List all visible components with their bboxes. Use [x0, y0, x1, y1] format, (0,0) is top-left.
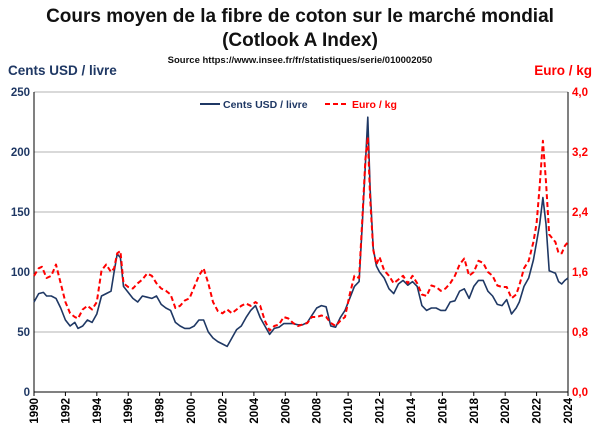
x-tick-label: 2022 — [532, 398, 544, 424]
x-tick-label: 2020 — [500, 398, 512, 424]
x-tick-label: 2000 — [186, 398, 198, 424]
x-tick-label: 1996 — [123, 398, 135, 424]
series-line-usd — [33, 116, 569, 348]
x-tick-label: 2018 — [469, 397, 481, 423]
y-tick-label-right: 3,2 — [572, 147, 588, 159]
y-tick-label-left: 0 — [24, 387, 30, 399]
legend-label-eur: Euro / kg — [352, 99, 397, 111]
x-tick-label: 1998 — [155, 397, 167, 423]
x-tick-label: 1992 — [60, 398, 72, 424]
y-tick-label-left: 100 — [11, 267, 30, 279]
y-axis-label-right: Euro / kg — [534, 63, 592, 78]
y-tick-label-left: 200 — [11, 147, 30, 159]
series-line-eur — [33, 136, 569, 332]
x-tick-label: 2024 — [563, 397, 575, 423]
chart-title-line1: Cours moyen de la fibre de coton sur le … — [46, 6, 554, 27]
y-tick-label-right: 0,0 — [572, 387, 588, 399]
chart-title-line2: (Cotlook A Index) — [222, 30, 378, 51]
y-tick-label-right: 2,4 — [572, 207, 589, 219]
y-tick-label-right: 4,0 — [572, 87, 588, 99]
x-tick-label: 2010 — [343, 398, 355, 424]
y-tick-label-left: 50 — [17, 327, 30, 339]
y-axis-label-left: Cents USD / livre — [8, 63, 117, 78]
y-tick-label-right: 1,6 — [572, 267, 588, 279]
chart-source: Source https://www.insee.fr/fr/statistiq… — [167, 55, 433, 66]
x-tick-label: 2004 — [249, 397, 261, 423]
x-tick-label: 2012 — [375, 398, 387, 424]
legend-label-usd: Cents USD / livre — [223, 99, 308, 111]
y-tick-label-right: 0,8 — [572, 327, 589, 339]
x-tick-label: 2014 — [406, 397, 418, 423]
x-tick-label: 2008 — [312, 397, 324, 423]
x-tick-label: 2006 — [280, 398, 292, 424]
x-tick-label: 1994 — [92, 397, 104, 423]
x-tick-label: 2016 — [437, 398, 449, 424]
x-tick-label: 1990 — [29, 398, 41, 424]
y-tick-label-left: 150 — [11, 207, 30, 219]
y-tick-label-left: 250 — [11, 87, 30, 99]
x-tick-label: 2002 — [217, 398, 229, 424]
